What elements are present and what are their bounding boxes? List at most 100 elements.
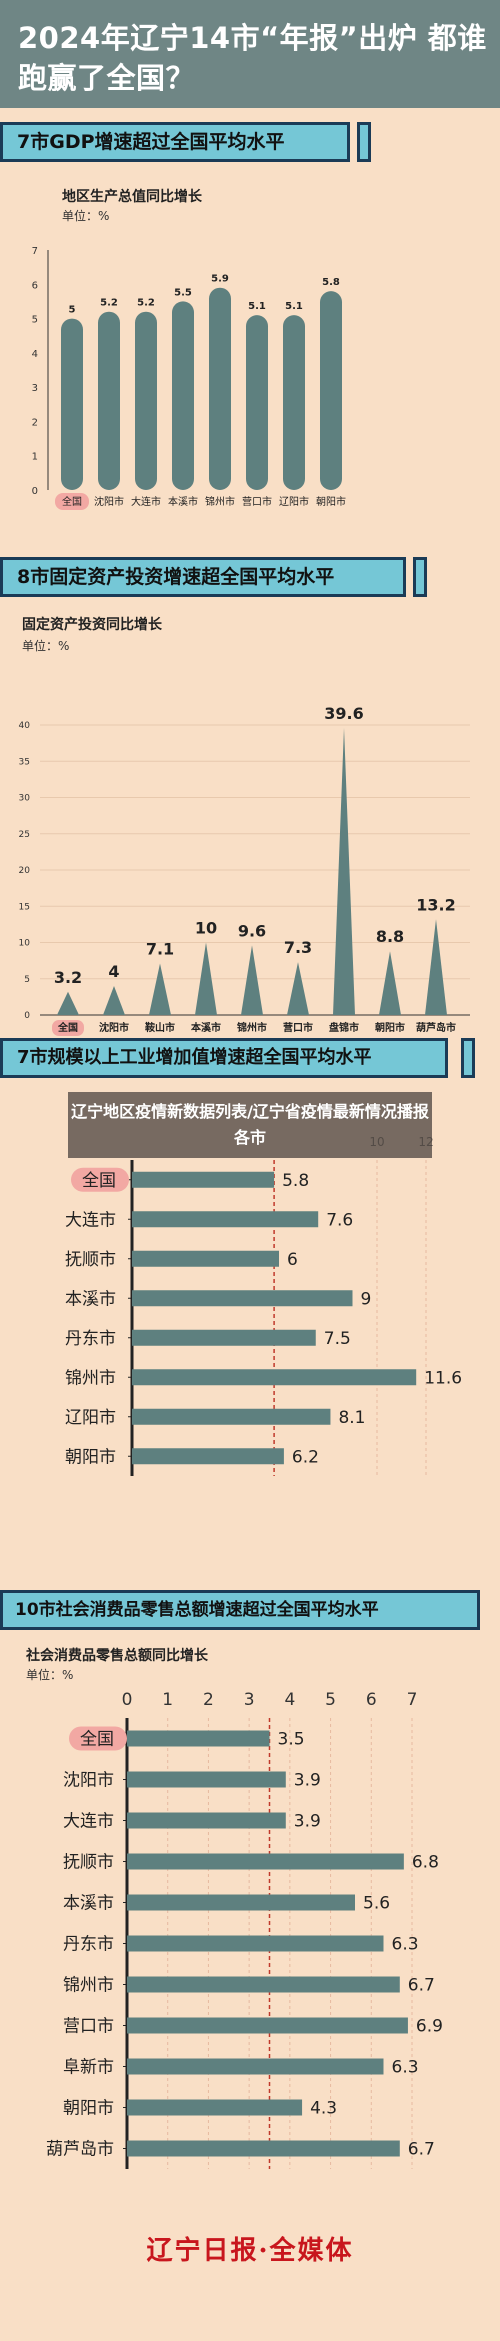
x-tick-label: 朝阳市 xyxy=(316,495,346,508)
value-label: 3.9 xyxy=(294,1771,321,1791)
x-tick-label: 4 xyxy=(284,1690,295,1710)
section-title-industry: 7市规模以上工业增加值增速超全国平均水平 xyxy=(0,1038,475,1078)
y-tick-label: 0 xyxy=(24,1011,30,1021)
value-label: 5.1 xyxy=(285,301,303,312)
category-label: 大连市 xyxy=(63,1812,114,1832)
bar xyxy=(132,1369,417,1386)
x-tick-label: 0 xyxy=(122,1690,133,1710)
x-tick-label: 锦州市 xyxy=(205,495,235,508)
highlight-pill xyxy=(69,1726,127,1751)
bar xyxy=(132,1448,284,1465)
value-label: 11.6 xyxy=(424,1368,462,1388)
y-tick-label: 7 xyxy=(32,246,38,257)
x-tick-label: 鞍山市 xyxy=(145,1021,175,1034)
value-label: 7.6 xyxy=(326,1210,353,1230)
value-label: 5.5 xyxy=(174,287,192,298)
bar xyxy=(127,2058,384,2075)
value-label: 6.8 xyxy=(412,1853,439,1873)
value-label: 7.5 xyxy=(324,1329,351,1349)
x-tick-label: 葫芦岛市 xyxy=(416,1021,456,1034)
chart2-unit: 单位：% xyxy=(22,639,70,653)
y-tick-label: 25 xyxy=(19,830,30,840)
chart2-subtitle: 固定资产投资同比增长 xyxy=(22,617,162,633)
bar xyxy=(132,1211,319,1228)
bar xyxy=(320,291,342,490)
y-tick-label: 3 xyxy=(32,383,38,394)
y-tick-label: 4 xyxy=(32,349,38,360)
value-label: 13.2 xyxy=(416,895,455,914)
x-tick-label: 本溪市 xyxy=(168,495,198,508)
bar xyxy=(132,1250,279,1267)
x-tick-label: 6 xyxy=(366,1690,377,1710)
spike xyxy=(425,919,447,1015)
section-title-tail xyxy=(413,557,427,597)
x-tick-label: 本溪市 xyxy=(191,1021,221,1034)
section-title-investment-text: 8市固定资产投资增速超全国平均水平 xyxy=(17,566,335,588)
spike xyxy=(379,951,401,1015)
x-tick-label: 大连市 xyxy=(131,495,161,508)
x-tick-label: 1 xyxy=(162,1690,173,1710)
category-label: 营口市 xyxy=(63,2017,114,2037)
spike xyxy=(57,991,79,1015)
category-label: 辽阳市 xyxy=(65,1408,116,1428)
x-tick-label: 全国 xyxy=(62,495,82,508)
chart1-subtitle: 地区生产总值同比增长 xyxy=(62,189,202,205)
value-label: 7.3 xyxy=(284,938,312,957)
bar xyxy=(127,1730,270,1747)
value-label: 5.2 xyxy=(137,298,155,309)
value-label: 5 xyxy=(69,305,76,316)
x-tick-label: 沈阳市 xyxy=(99,1021,129,1034)
bar xyxy=(172,301,194,490)
x-tick-label: 5 xyxy=(325,1690,336,1710)
hero-banner: 2024年辽宁14市“年报”出炉 都谁跑赢了全国？ xyxy=(0,0,500,108)
section-title-retail-text: 10市社会消费品零售总额增速超过全国平均水平 xyxy=(15,1600,379,1620)
bar xyxy=(127,2017,408,2034)
bar xyxy=(283,315,305,490)
category-label: 全国 xyxy=(80,1730,114,1750)
spike xyxy=(195,942,217,1015)
category-label: 全国 xyxy=(82,1171,116,1191)
highlight-pill xyxy=(52,1020,84,1036)
brand-logo: 辽宁日报·全媒体 xyxy=(146,2236,354,2266)
x-tick-label: 盘锦市 xyxy=(329,1021,359,1034)
bar xyxy=(209,287,231,490)
category-label: 本溪市 xyxy=(63,1894,114,1914)
bar xyxy=(127,1812,286,1829)
bar xyxy=(98,311,120,490)
x-tick-label: 3 xyxy=(244,1690,255,1710)
value-label: 5.2 xyxy=(100,298,118,309)
spike xyxy=(103,986,125,1015)
value-label: 5.9 xyxy=(211,274,229,285)
value-label: 3.9 xyxy=(294,1812,321,1832)
value-label: 4 xyxy=(108,962,119,981)
value-label: 5.1 xyxy=(248,301,266,312)
section-title-retail: 10市社会消费品零售总额增速超过全国平均水平 xyxy=(0,1590,480,1630)
value-label: 4.3 xyxy=(310,2099,337,2119)
page-title: 2024年辽宁14市“年报”出炉 都谁跑赢了全国？ xyxy=(18,21,487,95)
y-tick-label: 5 xyxy=(32,315,38,326)
value-label: 5.8 xyxy=(322,277,340,288)
category-label: 锦州市 xyxy=(63,1976,114,1996)
x-tick-label: 沈阳市 xyxy=(94,495,124,508)
value-label: 3.5 xyxy=(278,1730,305,1750)
category-label: 锦州市 xyxy=(65,1368,116,1388)
section-title-tail xyxy=(357,122,371,162)
value-label: 9 xyxy=(361,1289,372,1309)
y-tick-label: 30 xyxy=(19,794,31,804)
bar xyxy=(132,1290,353,1307)
category-label: 本溪市 xyxy=(65,1289,116,1309)
y-tick-label: 20 xyxy=(19,866,31,876)
overlay-caption: 辽宁地区疫情新数据列表/辽宁省疫情最新情况播报各市 xyxy=(68,1092,432,1158)
chart1-unit: 单位：% xyxy=(62,209,110,223)
chart4-unit: 单位：% xyxy=(26,1668,74,1682)
bar xyxy=(246,315,268,490)
value-label: 6.3 xyxy=(392,2058,419,2078)
bar xyxy=(127,1976,400,1993)
value-label: 9.6 xyxy=(238,921,266,940)
category-label: 大连市 xyxy=(65,1210,116,1230)
x-tick-label: 2 xyxy=(203,1690,214,1710)
value-label: 6 xyxy=(287,1250,298,1270)
value-label: 6.3 xyxy=(392,1935,419,1955)
spike xyxy=(241,945,263,1015)
value-label: 10 xyxy=(195,919,217,938)
